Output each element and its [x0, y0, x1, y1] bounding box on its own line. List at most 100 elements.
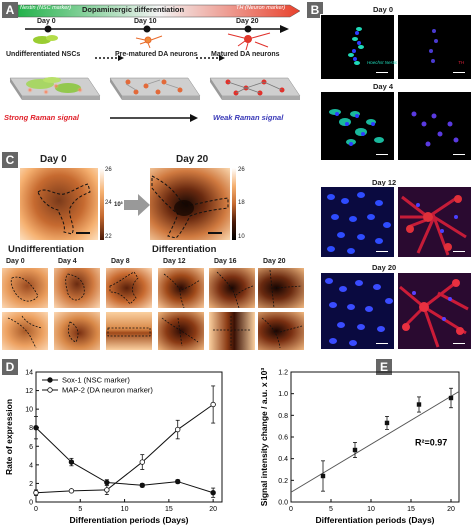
- x-tick-label: 5: [329, 506, 333, 513]
- legend-label: Sox-1 (NSC marker): [62, 376, 130, 385]
- stain-caption: TH: [458, 60, 464, 65]
- nestin-marker-label: Nestin (NSC marker): [20, 5, 72, 11]
- chip-1: [9, 77, 101, 100]
- colorbar-tick: 24: [105, 200, 112, 206]
- signal-intensity-chart: 0 5 10 15 20 0.0 0.2 0.4 0.6 0.8 1.0 1.2 Differentia…: [259, 368, 460, 525]
- panel-label: A: [2, 2, 18, 18]
- data-point: [139, 459, 145, 465]
- data-point: [139, 482, 145, 488]
- panel-d: D 0 5 10 15 20 0 2 4 6 8 10 12 14 Differentiation per…: [0, 356, 237, 530]
- y-tick-label: 0.0: [278, 500, 288, 507]
- scale-bar: [376, 72, 388, 73]
- data-point: [104, 487, 110, 493]
- data-point: [210, 490, 216, 496]
- raman-map-small: [158, 312, 204, 350]
- micrograph-nuclei: [320, 186, 395, 258]
- panel-b: B Day 0 Hoechst Nestin TH Day 4 Day 12 D…: [306, 0, 474, 352]
- transition-arrow: [124, 194, 150, 216]
- panel-label: E: [376, 359, 392, 375]
- timeline-dot: [244, 25, 252, 33]
- stain-caption: Hoechst Nestin: [367, 60, 398, 65]
- day-label: Day 20: [372, 263, 397, 272]
- micrograph-th: [397, 272, 472, 350]
- map-caption: Differentiation: [152, 244, 217, 255]
- series-line: [35, 404, 214, 494]
- micrograph-th: [397, 91, 472, 161]
- day-label: Day 12: [163, 258, 186, 265]
- panel-label: D: [2, 359, 18, 375]
- day-label: Day 0: [6, 258, 25, 265]
- panel-a: A: [0, 0, 305, 148]
- raman-map-small: [258, 312, 304, 350]
- micrograph-th: [397, 186, 472, 258]
- x-tick-label: 5: [78, 506, 82, 513]
- y-tick-label: 0: [29, 500, 33, 507]
- map-caption: Undifferentiation: [8, 244, 84, 255]
- micrograph-nuclei: [320, 272, 395, 350]
- differentiation-arrow: [17, 4, 301, 18]
- colorbar-tick: 18: [238, 200, 245, 206]
- chip-3: [209, 77, 301, 100]
- panel-label: B: [307, 2, 323, 18]
- timeline-dot: [44, 25, 52, 33]
- colorbar-unit: 10³: [114, 202, 123, 208]
- x-tick-label: 10: [121, 506, 129, 513]
- data-point: [352, 447, 358, 453]
- colorbar-tick: 26: [238, 167, 245, 173]
- day-label: Day 0: [37, 18, 56, 25]
- strong-signal-label: Strong Raman signal: [4, 113, 80, 122]
- stage-label: Matured DA neurons: [211, 51, 280, 58]
- scale-bar: [208, 232, 222, 234]
- day-label: Day 16: [214, 258, 237, 265]
- y-tick-label: 12: [25, 388, 33, 395]
- dotted-arrowhead: [118, 55, 124, 61]
- data-point: [68, 459, 75, 465]
- data-point: [68, 488, 75, 494]
- x-tick-label: 10: [367, 506, 375, 513]
- raman-map-small: [209, 268, 255, 308]
- scale-bar: [76, 232, 90, 234]
- series-line: [35, 427, 214, 494]
- day-label: Day 4: [58, 258, 77, 265]
- raman-map-small: [2, 268, 48, 308]
- data-point: [33, 490, 39, 496]
- raman-map-small: [2, 312, 48, 350]
- day-label: Day 12: [372, 178, 397, 187]
- nsc-icon: [33, 35, 58, 44]
- scale-bar: [453, 251, 465, 252]
- legend-label: MAP-2 (DA neuron marker): [62, 386, 153, 395]
- raman-map-day20: [150, 168, 230, 240]
- data-point: [416, 402, 422, 407]
- raman-map-small: [209, 312, 255, 350]
- scale-bar: [376, 154, 388, 155]
- y-tick-label: 6: [29, 444, 33, 451]
- panel-label: C: [2, 152, 18, 168]
- y-tick-label: 0.8: [278, 413, 288, 420]
- panel-a-schematic: [9, 4, 301, 122]
- y-tick-label: 0.6: [278, 435, 288, 442]
- raman-map-small: [106, 268, 152, 308]
- y-tick-label: 8: [29, 425, 33, 432]
- x-tick-label: 20: [447, 506, 455, 513]
- colorbar-tick: 22: [105, 234, 112, 240]
- raman-map-small: [258, 268, 304, 308]
- micrograph-th: TH: [397, 14, 472, 80]
- colorbar-tick: 10: [238, 234, 245, 240]
- timeline-dot: [143, 25, 151, 33]
- raman-map-small: [106, 312, 152, 350]
- r-squared-annotation: R²=0.97: [415, 438, 447, 448]
- x-axis-label: Differentiation periods (Days): [69, 515, 188, 525]
- data-point: [175, 426, 181, 433]
- micrograph-nestin: [320, 91, 395, 161]
- legend-marker: [47, 387, 53, 393]
- day-label: Day 10: [134, 18, 157, 25]
- day-label: Day 20: [176, 154, 209, 165]
- y-tick-label: 14: [25, 370, 33, 377]
- day-label: Day 0: [40, 154, 67, 165]
- raman-map-small: [54, 312, 100, 350]
- mature-neuron-icon: [227, 32, 271, 51]
- x-tick-label: 0: [34, 506, 38, 513]
- raman-map-small: [54, 268, 100, 308]
- data-point: [210, 401, 216, 408]
- x-axis-label: Differentiation periods (Days): [315, 515, 434, 525]
